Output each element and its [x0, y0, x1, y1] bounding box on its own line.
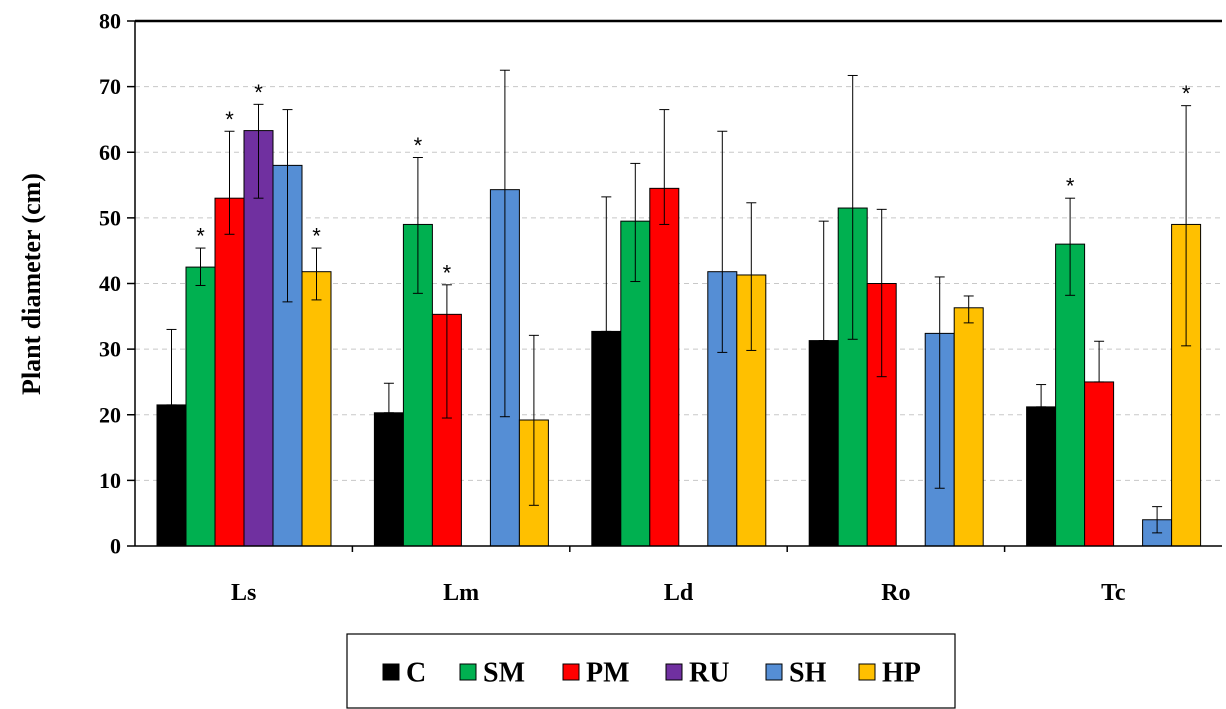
legend-swatch-C: [382, 663, 400, 681]
significance-marker: *: [312, 224, 321, 249]
legend-label-SH: SH: [789, 658, 827, 689]
y-axis-label: Plant diameter (cm): [17, 173, 46, 395]
bar-RU-Ls: [243, 130, 274, 547]
significance-marker: *: [254, 80, 263, 105]
significance-marker: *: [225, 107, 234, 132]
legend-label-PM: PM: [586, 658, 630, 689]
bar-PM-Ld: [649, 187, 680, 547]
legend-swatch-HP: [858, 663, 876, 681]
legend-swatch-PM: [562, 663, 580, 681]
y-ticks: 0 10 20 30 40 50 60 70 80: [99, 9, 135, 559]
bar-SM-Ls: [185, 266, 216, 547]
legend-label-HP: HP: [882, 658, 921, 689]
legend-label-SM: SM: [483, 658, 525, 689]
y-tick-label: 40: [99, 271, 121, 296]
y-tick-label: 50: [99, 205, 121, 230]
significance-marker: *: [414, 133, 423, 158]
bar-HP-Ls: [301, 271, 332, 547]
bar-C-Ld: [591, 330, 622, 547]
x-ticks: Ls Lm Ld Ro Tc: [231, 546, 1126, 606]
significance-marker: *: [443, 260, 452, 285]
bar-PM-Ls: [214, 197, 245, 547]
significance-markers: * * * * * * * *: [196, 80, 1191, 285]
y-tick-label: 60: [99, 140, 121, 165]
bar-C-Ro: [808, 340, 839, 547]
legend-swatch-SH: [765, 663, 783, 681]
legend-box: [346, 633, 956, 709]
error-bars: [166, 69, 1192, 534]
bar-C-Ls: [156, 404, 187, 547]
y-tick-label: 70: [99, 74, 121, 99]
significance-marker: *: [1182, 81, 1191, 106]
y-tick-label: 20: [99, 402, 121, 427]
y-tick-label: 10: [99, 468, 121, 493]
legend-label-C: C: [406, 658, 426, 689]
bar-PM-Tc: [1084, 381, 1115, 547]
y-tick-label: 0: [110, 534, 121, 559]
bar-C-Tc: [1026, 406, 1057, 547]
legend: C SM PM RU SH HP: [346, 633, 956, 709]
legend-swatch-RU: [665, 663, 683, 681]
x-tick-label: Ls: [231, 580, 256, 606]
y-tick-label: 80: [99, 9, 121, 34]
significance-marker: *: [196, 224, 205, 249]
x-tick-label: Tc: [1101, 580, 1126, 606]
x-tick-label: Ro: [881, 580, 910, 606]
x-tick-label: Lm: [443, 580, 479, 606]
significance-marker: *: [1066, 174, 1075, 199]
legend-swatch-SM: [459, 663, 477, 681]
bar-C-Lm: [373, 412, 404, 547]
y-tick-label: 30: [99, 337, 121, 362]
legend-items: C SM PM RU SH HP: [382, 658, 921, 689]
legend-label-RU: RU: [689, 658, 729, 689]
x-tick-label: Ld: [664, 580, 694, 606]
bar-HP-Ro: [953, 307, 984, 547]
bars: [156, 130, 1202, 547]
